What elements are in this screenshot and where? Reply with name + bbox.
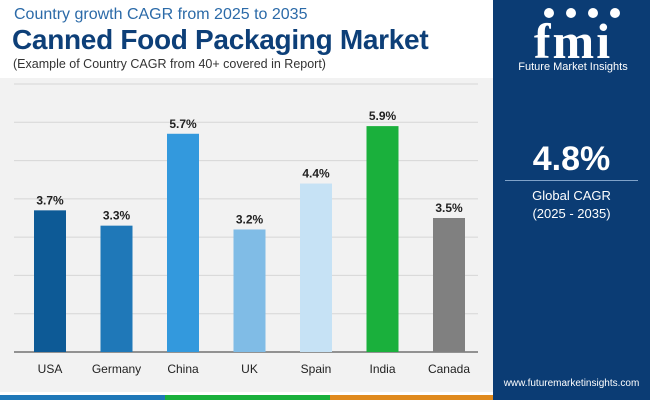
value-label-spain: 4.4%	[302, 167, 330, 181]
category-label-uk: UK	[241, 362, 258, 376]
bar-usa	[34, 210, 66, 352]
category-label-china: China	[167, 362, 199, 376]
chart-area: 3.7% USA 3.3% Germany 5.7% China 3.2% UK 4.4% Spa…	[0, 78, 493, 392]
global-cagr-label: Global CAGR	[493, 188, 650, 203]
category-label-spain: Spain	[301, 362, 332, 376]
logo-letters-graphic: fmi	[503, 6, 643, 62]
value-label-india: 5.9%	[369, 109, 397, 123]
bar-spain	[300, 184, 332, 352]
bar-chart: 3.7% USA 3.3% Germany 5.7% China 3.2% UK 4.4% Spa…	[0, 78, 493, 392]
footer-strip-orange	[330, 395, 493, 400]
divider	[505, 180, 638, 181]
bar-china	[167, 134, 199, 352]
value-label-usa: 3.7%	[36, 193, 64, 207]
bar-canada	[433, 218, 465, 352]
global-cagr-period: (2025 - 2035)	[493, 206, 650, 221]
value-label-germany: 3.3%	[103, 209, 131, 223]
brand-logo: fmi Future Market Insights	[503, 6, 643, 72]
website-link[interactable]: www.futuremarketinsights.com	[493, 378, 650, 389]
value-label-canada: 3.5%	[435, 201, 463, 215]
global-cagr-value: 4.8%	[493, 140, 650, 179]
category-label-usa: USA	[38, 362, 63, 376]
bar-india	[367, 126, 399, 352]
value-label-uk: 3.2%	[236, 212, 264, 226]
category-label-canada: Canada	[428, 362, 470, 376]
chart-subtitle: Country growth CAGR from 2025 to 2035	[14, 6, 307, 24]
chart-note: (Example of Country CAGR from 40+ covere…	[13, 57, 326, 71]
brand-name: Future Market Insights	[503, 61, 643, 73]
footer-strip-green	[165, 395, 330, 400]
page-title: Canned Food Packaging Market	[12, 24, 428, 56]
value-label-china: 5.7%	[169, 117, 197, 131]
bar-uk	[234, 229, 266, 352]
footer-strip-blue	[0, 395, 165, 400]
sidebar: fmi Future Market Insights 4.8% Global C…	[493, 0, 650, 400]
logo-letters: fmi	[534, 13, 612, 62]
category-label-india: India	[369, 362, 395, 376]
category-label-germany: Germany	[92, 362, 141, 376]
header: Country growth CAGR from 2025 to 2035 Ca…	[0, 0, 493, 78]
main-panel: Country growth CAGR from 2025 to 2035 Ca…	[0, 0, 493, 400]
bar-germany	[101, 226, 133, 352]
